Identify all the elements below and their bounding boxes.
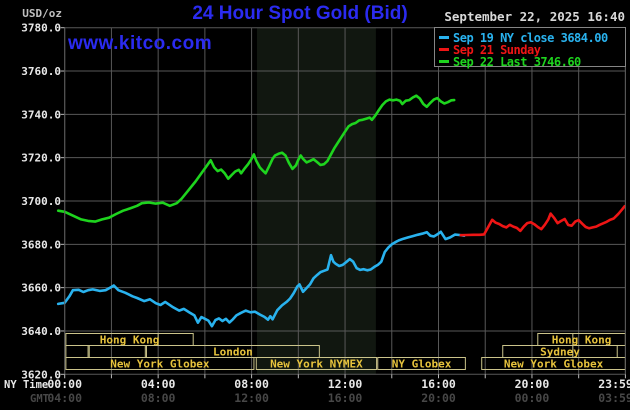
gmt-axis-label: GMT — [30, 393, 49, 405]
ny-time-axis-label: NY Time — [4, 379, 48, 391]
x-axis-gmt-tick-label: 16:00 — [328, 391, 363, 405]
x-axis-ny-tick-label: 12:00 — [328, 377, 363, 391]
session-box-new-york-globex — [65, 357, 255, 370]
session-label: Sydney — [540, 346, 580, 359]
legend-label-sep21: Sep 21 Sunday — [453, 42, 541, 57]
x-axis-ny-tick-label: 04:00 — [141, 377, 176, 391]
legend-item-sep21: Sep 21 Sunday — [439, 42, 541, 57]
y-axis-tick-label: 3760.0 — [21, 65, 61, 78]
y-axis-tick-label: 3780.0 — [21, 22, 61, 35]
x-axis-gmt-tick-label: 04:00 — [47, 391, 82, 405]
price-line-sep-21 — [459, 204, 627, 237]
session-label: NY Globex — [392, 358, 452, 371]
y-axis-tick-label: 3700.0 — [21, 195, 61, 208]
chart-datetime-label: September 22, 2025 16:40 — [444, 9, 625, 24]
x-axis-ny-tick-label: 20:00 — [515, 377, 550, 391]
legend-item-sep22: Sep 22 Last 3746.60 — [439, 54, 581, 69]
session-box-new-york-nymex — [255, 357, 378, 370]
x-axis-ny-tick-label: 00:00 — [47, 377, 82, 391]
legend-label-sep22: Sep 22 Last 3746.60 — [453, 54, 581, 69]
session-label: Hong Kong — [100, 334, 160, 347]
session-label: New York NYMEX — [270, 358, 363, 371]
session-box — [65, 345, 89, 358]
kitco-watermark-link[interactable]: www.kitco.com — [68, 33, 213, 54]
session-label: New York Globex — [504, 358, 604, 371]
legend-dash-sep22-icon — [439, 60, 449, 63]
session-label: London — [213, 346, 253, 359]
x-axis-ny-tick-label: 08:00 — [234, 377, 269, 391]
legend-dash-sep19-icon — [439, 36, 449, 39]
x-axis-gmt-tick-label: 03:59 — [598, 391, 630, 405]
y-axis-tick-label: 3620.0 — [21, 368, 61, 381]
y-axis-tick-label: 3660.0 — [21, 282, 61, 295]
x-axis-ny-tick-label: 23:59 — [598, 377, 630, 391]
legend-label-sep19: Sep 19 NY close 3684.00 — [453, 30, 608, 45]
x-axis-gmt-tick-label: 00:00 — [515, 391, 550, 405]
y-axis-tick-label: 3680.0 — [21, 238, 61, 251]
legend-dash-sep21-icon — [439, 48, 449, 51]
x-axis-gmt-tick-label: 20:00 — [421, 391, 456, 405]
legend-item-sep19: Sep 19 NY close 3684.00 — [439, 30, 608, 45]
y-axis-tick-label: 3740.0 — [21, 108, 61, 121]
y-axis-unit-label: USD/oz — [22, 7, 62, 20]
y-axis-tick-label: 3640.0 — [21, 325, 61, 338]
legend-box: Sep 19 NY close 3684.00 Sep 21 Sunday Se… — [434, 27, 626, 69]
price-line-sep-19 — [56, 230, 466, 328]
x-axis-gmt-tick-label: 08:00 — [141, 391, 176, 405]
x-axis-gmt-tick-label: 12:00 — [234, 391, 269, 405]
page-title: 24 Hour Spot Gold (Bid) — [192, 3, 408, 24]
session-label: New York Globex — [110, 358, 210, 371]
session-label: Hong Kong — [552, 334, 612, 347]
session-box-ny-globex — [377, 357, 466, 370]
y-axis-tick-label: 3720.0 — [21, 152, 61, 165]
session-box — [88, 345, 146, 358]
price-line-sep-22 — [56, 94, 456, 223]
x-axis-ny-tick-label: 16:00 — [421, 377, 456, 391]
